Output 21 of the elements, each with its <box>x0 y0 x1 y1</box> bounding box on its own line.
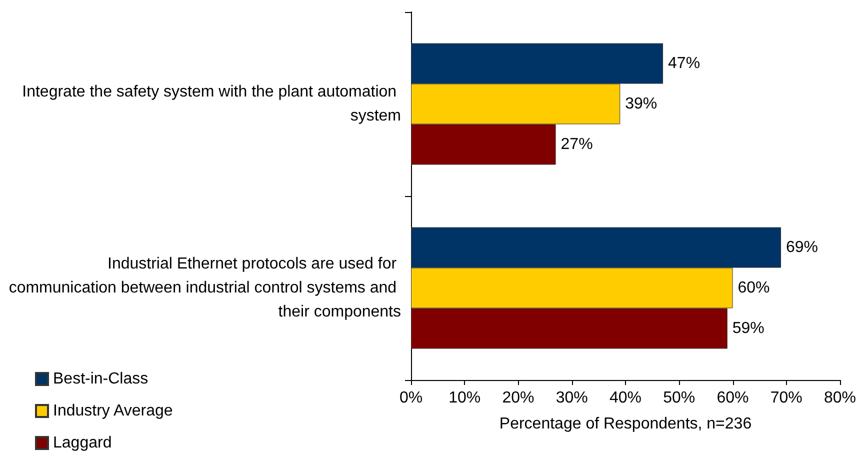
x-tick-label: 70% <box>770 390 802 406</box>
data-label: 60% <box>738 280 770 296</box>
x-tick-label: 40% <box>609 390 642 406</box>
x-tick-label: 50% <box>663 390 696 406</box>
y-tick-label: Industrial Ethernet protocols are used for communication between industrial control systems and their components <box>8 256 401 320</box>
x-axis-title: Percentage of Respondents, n=236 <box>499 416 752 432</box>
x-tick-label: 0% <box>399 390 423 406</box>
y-tick-label: Integrate the safety system with the plant automation system <box>22 84 401 124</box>
x-tick-label: 20% <box>502 390 534 406</box>
x-tick-label: 10% <box>448 390 481 406</box>
data-label: 59% <box>732 320 764 337</box>
legend-label: Industry Average <box>53 402 173 420</box>
data-label: 27% <box>560 136 593 153</box>
data-label: 47% <box>668 55 700 72</box>
x-tick-label: 60% <box>716 390 749 406</box>
data-label: 69% <box>786 239 818 256</box>
x-tick-label: 30% <box>556 390 588 406</box>
legend-label: Best-in-Class <box>53 370 148 388</box>
legend-label: Laggard <box>53 434 112 452</box>
x-tick-label: 80% <box>824 390 856 406</box>
data-label: 39% <box>625 96 658 112</box>
